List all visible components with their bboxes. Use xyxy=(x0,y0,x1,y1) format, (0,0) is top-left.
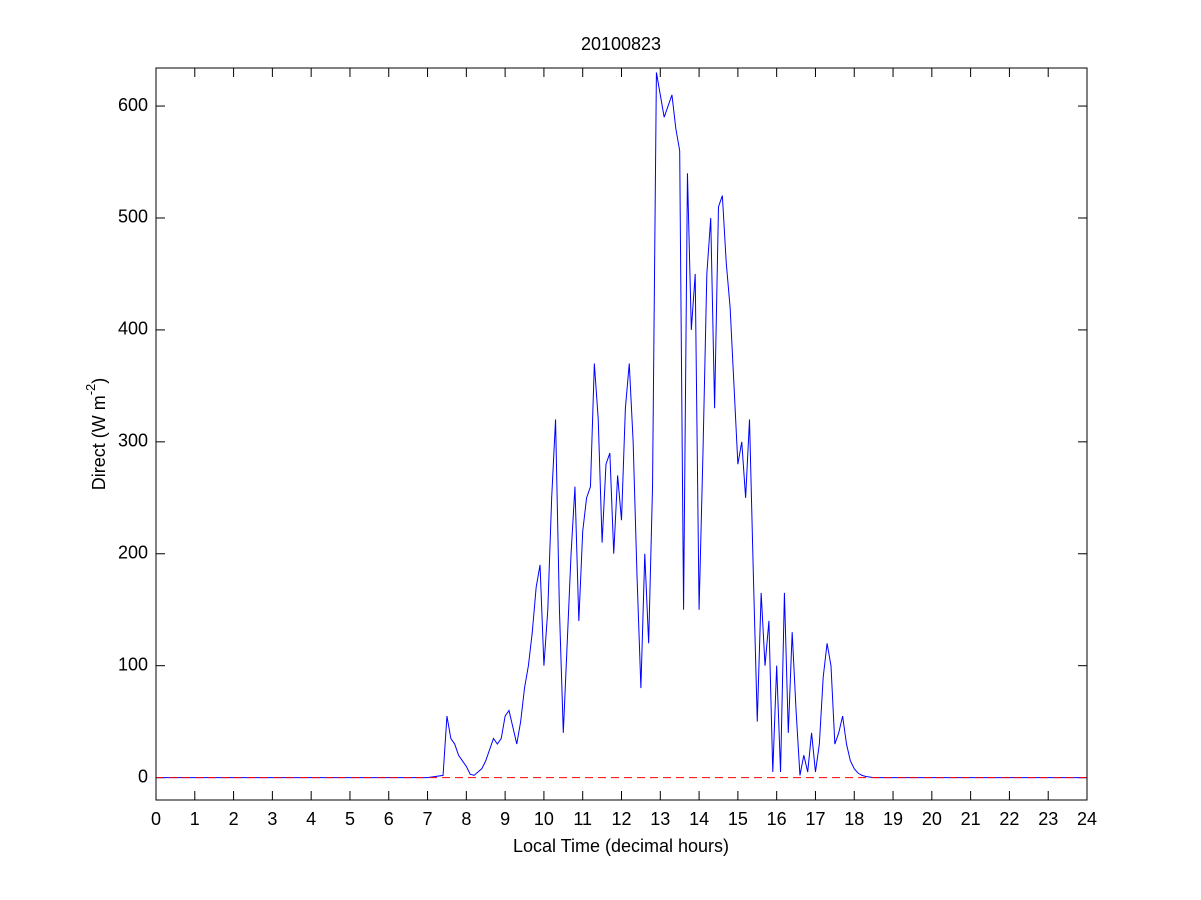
x-tick-label: 24 xyxy=(1077,809,1097,829)
y-tick-label: 400 xyxy=(118,319,148,339)
x-tick-label: 17 xyxy=(805,809,825,829)
chart-title: 20100823 xyxy=(581,34,661,54)
y-label-text: Direct (W m xyxy=(89,395,109,490)
y-tick-label: 500 xyxy=(118,207,148,227)
x-tick-label: 2 xyxy=(229,809,239,829)
y-tick-label: 0 xyxy=(138,766,148,786)
y-tick-label: 200 xyxy=(118,543,148,563)
y-label-suffix: ) xyxy=(89,378,109,384)
y-tick-label: 600 xyxy=(118,95,148,115)
x-tick-label: 10 xyxy=(534,809,554,829)
x-tick-label: 7 xyxy=(423,809,433,829)
x-tick-label: 4 xyxy=(306,809,316,829)
x-tick-label: 22 xyxy=(999,809,1019,829)
x-tick-label: 18 xyxy=(844,809,864,829)
x-tick-label: 14 xyxy=(689,809,709,829)
y-axis-label: Direct (W m-2) xyxy=(83,378,108,491)
y-tick-label: 100 xyxy=(118,654,148,674)
x-tick-label: 6 xyxy=(384,809,394,829)
x-tick-label: 13 xyxy=(650,809,670,829)
x-tick-label: 20 xyxy=(922,809,942,829)
y-tick-label: 300 xyxy=(118,431,148,451)
plot-frame xyxy=(155,67,1088,801)
x-tick-label: 8 xyxy=(461,809,471,829)
x-tick-label: 3 xyxy=(267,809,277,829)
x-tick-label: 19 xyxy=(883,809,903,829)
x-tick-label: 16 xyxy=(767,809,787,829)
x-tick-label: 12 xyxy=(611,809,631,829)
y-label-sup: -2 xyxy=(83,384,98,396)
x-tick-label: 5 xyxy=(345,809,355,829)
data-line xyxy=(156,72,1087,779)
x-tick-label: 23 xyxy=(1038,809,1058,829)
x-tick-label: 15 xyxy=(728,809,748,829)
x-tick-label: 21 xyxy=(961,809,981,829)
x-tick-label: 11 xyxy=(573,809,592,829)
x-axis-label: Local Time (decimal hours) xyxy=(513,836,729,856)
x-tick-label: 9 xyxy=(500,809,510,829)
x-tick-label: 1 xyxy=(190,809,200,829)
x-tick-label: 0 xyxy=(151,809,161,829)
